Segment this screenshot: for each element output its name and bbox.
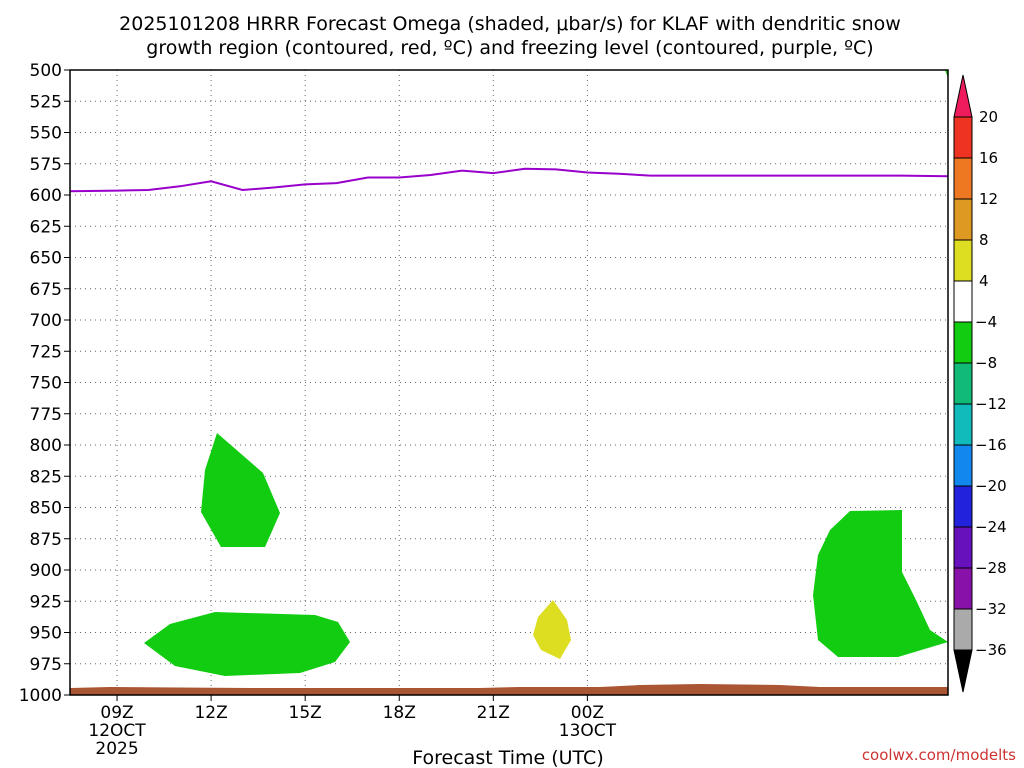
colorbar-box: [953, 444, 973, 487]
colorbar-label: −32: [975, 600, 1007, 618]
y-tick-label: 825: [30, 467, 62, 487]
y-tick-label: 775: [30, 405, 62, 425]
credit-text: coolwx.com/modelts: [862, 746, 1016, 764]
y-tick-label: 800: [30, 436, 62, 456]
colorbar-label: 8: [979, 231, 989, 249]
omega-region-lower-left: [144, 612, 350, 676]
colorbar-label: −16: [975, 436, 1007, 454]
colorbar-box: [953, 362, 973, 405]
x-axis-label: Forecast Time (UTC): [412, 747, 603, 768]
colorbar-label: 12: [979, 190, 998, 208]
y-tick-label: 500: [30, 61, 62, 81]
x-tick-label: 18Z: [383, 703, 416, 723]
y-tick-label: 925: [30, 592, 62, 612]
y-tick-label: 600: [30, 186, 62, 206]
y-tick-label: 850: [30, 499, 62, 519]
colorbar-box: [953, 116, 973, 159]
colorbar-label: −36: [975, 641, 1007, 659]
y-tick-label: 950: [30, 624, 62, 644]
chart-title-line1: 2025101208 HRRR Forecast Omega (shaded, …: [119, 13, 901, 35]
colorbar-box: [953, 198, 973, 241]
colorbar-box: [953, 485, 973, 528]
y-tick-label: 900: [30, 561, 62, 581]
y-tick-label: 725: [30, 342, 62, 362]
colorbar-label: −8: [975, 354, 997, 372]
y-tick-label: 625: [30, 217, 62, 237]
colorbar-label: −4: [975, 313, 997, 331]
y-tick-label: 650: [30, 249, 62, 269]
y-tick-label: 750: [30, 374, 62, 394]
y-tick-label: 675: [30, 280, 62, 300]
y-tick-label: 975: [30, 655, 62, 675]
y-axis: 500 525 550 575 600 625 650 675 700 725 750 775 800 8…: [19, 61, 70, 706]
x-tick-label: 15Z: [289, 703, 322, 723]
colorbar-box: [953, 567, 973, 610]
colorbar-label: −24: [975, 518, 1007, 536]
y-tick-label: 575: [30, 155, 62, 175]
colorbar-label: −20: [975, 477, 1007, 495]
x-tick-date: 12OCT: [88, 721, 146, 741]
omega-region-upper-left: [201, 433, 280, 547]
colorbar-box: [953, 608, 973, 651]
colorbar-box: [953, 321, 973, 364]
colorbar-box: [953, 157, 973, 200]
colorbar-box: [953, 403, 973, 446]
colorbar-label: 20: [979, 108, 998, 126]
x-tick-year: 2025: [95, 739, 138, 759]
colorbar: 20 16 12 8 4 −4 −8 −12 −16 −20 −24 −28 −32 −36: [953, 74, 1007, 693]
colorbar-box: [953, 526, 973, 569]
colorbar-box: [953, 280, 973, 323]
omega-shading: [144, 70, 948, 676]
surface-terrain: [70, 684, 948, 695]
colorbar-label: 16: [979, 149, 998, 167]
chart-title-line2: growth region (contoured, red, ºC) and f…: [146, 37, 873, 59]
x-tick-label: 00Z: [571, 703, 604, 723]
x-tick-label: 21Z: [477, 703, 510, 723]
plot-area: [70, 70, 948, 695]
omega-region-center-yellow: [533, 600, 571, 659]
colorbar-label: −12: [975, 395, 1007, 413]
y-tick-label: 700: [30, 311, 62, 331]
omega-region-right: [813, 510, 948, 657]
colorbar-label: 4: [979, 272, 989, 290]
colorbar-label: −28: [975, 559, 1007, 577]
colorbar-bottom-arrow: [953, 649, 973, 693]
freezing-level-line: [69, 167, 949, 193]
x-tick-label: 12Z: [194, 703, 227, 723]
y-tick-label: 550: [30, 124, 62, 144]
colorbar-box: [953, 239, 973, 282]
x-tick-label: 09Z: [100, 703, 133, 723]
y-tick-label: 875: [30, 530, 62, 550]
y-tick-label: 525: [30, 92, 62, 112]
colorbar-top-arrow: [953, 74, 973, 118]
y-tick-label: 1000: [19, 686, 62, 706]
grid-lines: [70, 69, 948, 696]
x-tick-date: 13OCT: [559, 721, 617, 741]
